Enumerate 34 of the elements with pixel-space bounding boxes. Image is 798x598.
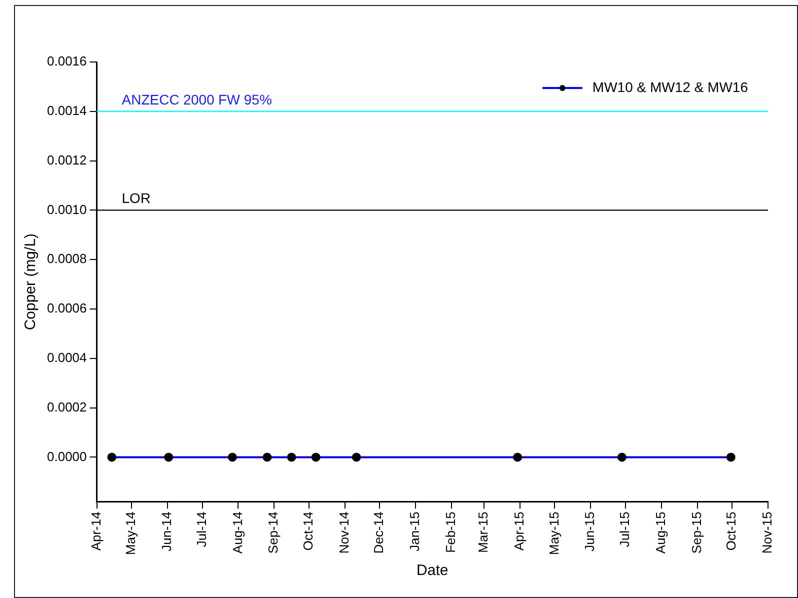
- legend-label: MW10 & MW12 & MW16: [592, 78, 748, 95]
- x-tick-label: Jun-14: [159, 512, 174, 552]
- x-tick-label: Oct-14: [300, 512, 316, 551]
- y-axis-title: Copper (mg/L): [22, 233, 40, 330]
- x-tick-label: Nov-14: [336, 512, 352, 554]
- x-tick-label: Sep-15: [688, 512, 704, 554]
- x-tick-label: Oct-15: [724, 512, 739, 551]
- x-tick-label: Aug-14: [230, 512, 245, 554]
- x-tick-label: Sep-14: [266, 512, 281, 554]
- x-tick-label: Feb-15: [443, 512, 458, 553]
- y-tick-label: 0.0012: [46, 152, 87, 168]
- x-tick-label: May-14: [123, 512, 138, 556]
- x-tick-label: Apr-14: [88, 512, 104, 551]
- y-tick-label: 0.0008: [46, 251, 87, 266]
- x-tick-label: Dec-14: [371, 512, 386, 554]
- x-tick-label: Jan-15: [407, 512, 422, 552]
- y-tick-label: 0.0014: [46, 102, 87, 118]
- y-tick-label: 0.0006: [46, 300, 87, 316]
- x-tick-label: Mar-15: [476, 512, 491, 553]
- y-tick-label: 0.0004: [46, 350, 87, 365]
- y-tick-label: 0.0010: [46, 202, 87, 217]
- ref-line-label: LOR: [122, 190, 151, 206]
- y-tick-label: 0.0016: [46, 54, 87, 69]
- x-tick-label: May-15: [546, 512, 562, 556]
- x-tick-label: Jun-15: [582, 512, 598, 552]
- x-tick-label: Nov-15: [760, 512, 775, 554]
- y-tick-label: 0.0000: [46, 448, 87, 464]
- x-axis-title: Date: [416, 562, 448, 580]
- y-tick-label: 0.0002: [46, 399, 87, 414]
- x-tick-label: Apr-15: [511, 512, 526, 551]
- ref-line-label: ANZECC 2000 FW 95%: [122, 91, 272, 108]
- x-tick-label: Jul-14: [194, 512, 209, 548]
- x-tick-label: Jul-15: [616, 512, 632, 548]
- x-tick-label: Aug-15: [652, 512, 668, 554]
